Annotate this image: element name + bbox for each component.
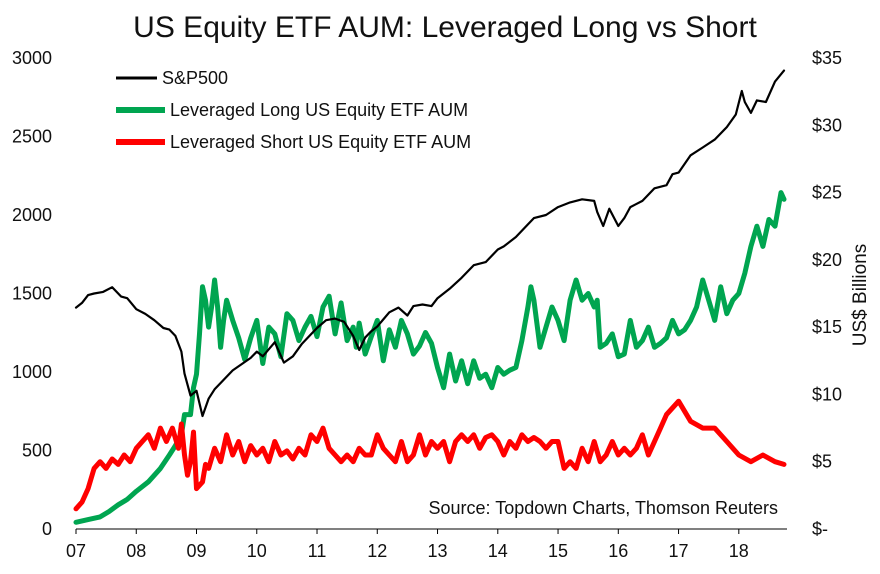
right-axis-label: US$ Billions bbox=[850, 244, 871, 346]
right-tick-label: $10 bbox=[812, 384, 842, 404]
left-tick-label: 2000 bbox=[12, 205, 52, 225]
right-tick-label: $15 bbox=[812, 317, 842, 337]
x-tick-label: 12 bbox=[367, 541, 387, 561]
left-tick-label: 1500 bbox=[12, 284, 52, 304]
legend-label-short: Leveraged Short US Equity ETF AUM bbox=[170, 132, 471, 152]
legend: S&P500 Leveraged Long US Equity ETF AUM … bbox=[116, 68, 471, 152]
x-tick-label: 17 bbox=[669, 541, 689, 561]
x-axis: 07 08 09 10 11 12 13 14 15 16 17 18 bbox=[66, 529, 749, 561]
left-tick-label: 1000 bbox=[12, 362, 52, 382]
legend-label-long: Leveraged Long US Equity ETF AUM bbox=[170, 100, 468, 120]
right-tick-label: $5 bbox=[812, 452, 832, 472]
x-tick-label: 14 bbox=[488, 541, 508, 561]
leveraged-short-line bbox=[73, 398, 787, 512]
x-tick-label: 07 bbox=[66, 541, 86, 561]
right-axis: $- $5 $10 $15 $20 $25 $30 $35 bbox=[812, 48, 842, 539]
x-tick-label: 16 bbox=[608, 541, 628, 561]
right-tick-label: $35 bbox=[812, 48, 842, 68]
leveraged-long-line bbox=[73, 190, 787, 525]
right-tick-label: $30 bbox=[812, 115, 842, 135]
left-tick-label: 0 bbox=[42, 519, 52, 539]
right-tick-label: $25 bbox=[812, 183, 842, 203]
x-tick-label: 10 bbox=[247, 541, 267, 561]
x-tick-label: 11 bbox=[308, 541, 327, 561]
x-tick-label: 09 bbox=[186, 541, 206, 561]
left-tick-label: 2500 bbox=[12, 127, 52, 147]
legend-label-sp500: S&P500 bbox=[162, 68, 228, 88]
series-lines bbox=[73, 69, 787, 525]
x-tick-label: 15 bbox=[548, 541, 568, 561]
source-note: Source: Topdown Charts, Thomson Reuters bbox=[428, 498, 778, 518]
left-tick-label: 3000 bbox=[12, 48, 52, 68]
right-tick-label: $20 bbox=[812, 250, 842, 270]
left-axis: 0 500 1000 1500 2000 2500 3000 bbox=[12, 48, 52, 539]
x-tick-label: 13 bbox=[428, 541, 448, 561]
left-tick-label: 500 bbox=[22, 441, 52, 461]
x-tick-label: 18 bbox=[729, 541, 749, 561]
chart-title: US Equity ETF AUM: Leveraged Long vs Sho… bbox=[133, 11, 757, 44]
right-tick-label: $- bbox=[812, 519, 828, 539]
sp500-line bbox=[74, 69, 786, 418]
x-tick-label: 08 bbox=[126, 541, 146, 561]
